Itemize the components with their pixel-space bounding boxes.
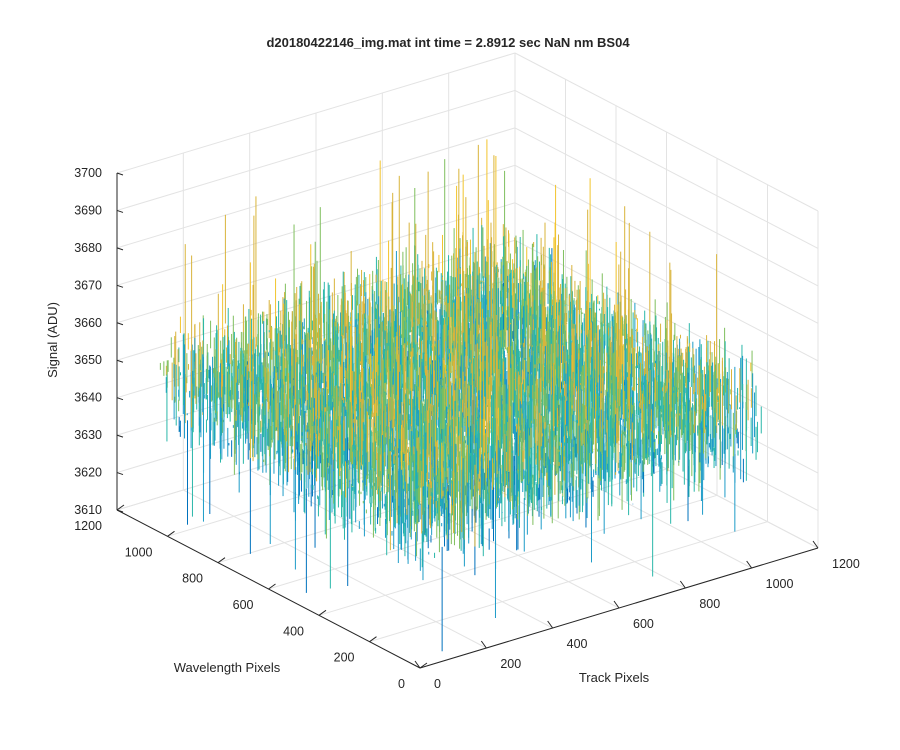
- surface-data: [159, 139, 762, 652]
- grid-line: [318, 494, 718, 616]
- grid-line: [514, 164, 819, 324]
- grid-line: [514, 52, 819, 212]
- grid-line: [268, 468, 667, 590]
- grid-line: [369, 521, 768, 643]
- grid-line: [116, 164, 516, 286]
- grid-line: [514, 90, 819, 249]
- grid-line: [116, 52, 516, 174]
- grid-line: [116, 89, 516, 211]
- grid-line: [514, 202, 819, 362]
- grid-line: [514, 127, 819, 287]
- grid-line: [116, 127, 516, 249]
- grid-line: [514, 239, 819, 399]
- grid-line: [116, 202, 516, 324]
